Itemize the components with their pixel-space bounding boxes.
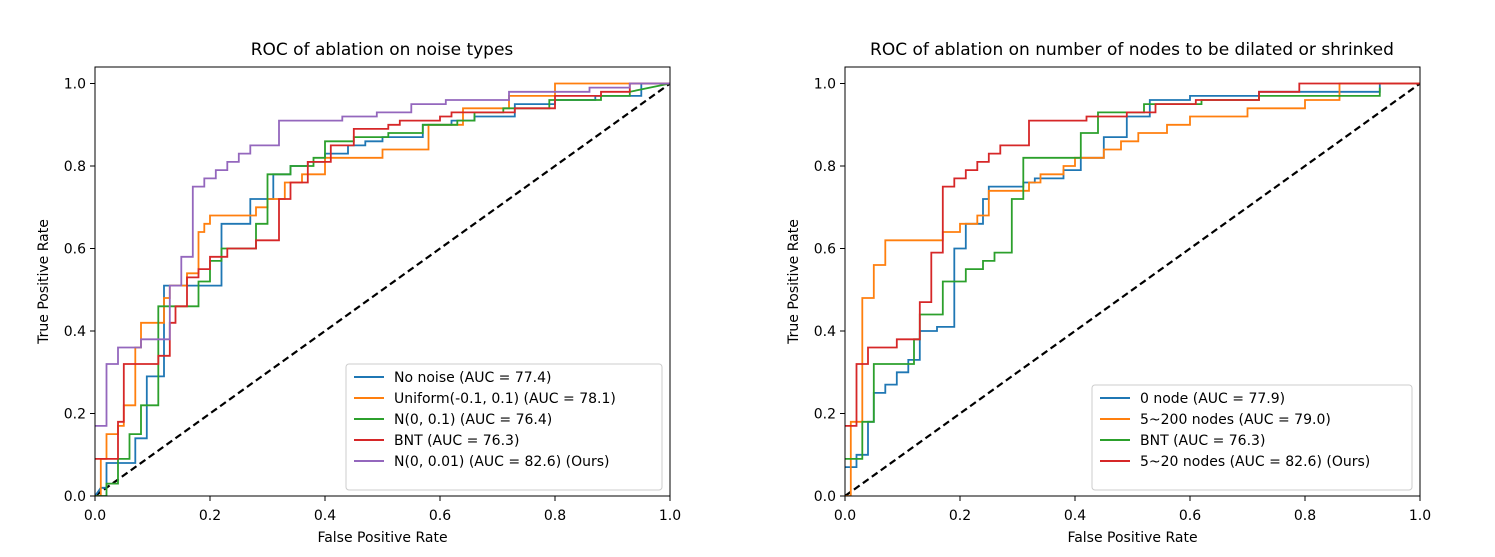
x-tick-label: 0.0 xyxy=(84,508,106,524)
x-axis-label: False Positive Rate xyxy=(317,530,447,546)
y-tick-label: 1.0 xyxy=(64,77,86,93)
chart-panel-1: ROC of ablation on noise types 0.0 0.2 0.4 0… xyxy=(36,40,681,546)
x-tick-label: 0.2 xyxy=(199,508,221,524)
legend-label-2: 5~200 nodes (AUC = 79.0) xyxy=(1140,412,1331,428)
legend-box xyxy=(1091,384,1413,491)
roc-line-series-3 xyxy=(95,82,670,496)
x-tick-label: 0.8 xyxy=(544,508,566,524)
y-tick-label: 0.0 xyxy=(814,489,836,505)
roc-line-series-3 xyxy=(845,87,1381,460)
x-tick-label: 1.0 xyxy=(659,508,681,524)
y-axis-label: True Positive Rate xyxy=(36,219,52,345)
x-tick-label: 0.6 xyxy=(1179,508,1201,524)
y-tick-label: 0.6 xyxy=(814,242,836,258)
y-tick-label: 0.0 xyxy=(64,489,86,505)
y-tick-label: 0.8 xyxy=(814,159,836,175)
chart-title: ROC of ablation on noise types xyxy=(251,40,514,60)
y-axis-label: True Positive Rate xyxy=(786,219,802,345)
roc-line-series-4 xyxy=(95,82,670,460)
x-tick-label: 0.4 xyxy=(1064,508,1086,524)
y-tick-label: 0.2 xyxy=(814,407,836,423)
legend-label-5: N(0, 0.01) (AUC = 82.6) (Ours) xyxy=(394,454,609,470)
x-tick-label: 0.6 xyxy=(429,508,451,524)
y-tick-label: 0.4 xyxy=(814,324,836,340)
diagonal-reference-line xyxy=(845,82,1420,496)
legend-label-2: Uniform(-0.1, 0.1) (AUC = 78.1) xyxy=(394,391,616,407)
roc-line-series-4 xyxy=(845,82,1420,427)
axes-frame xyxy=(844,66,1421,497)
diagonal-reference-line xyxy=(95,82,670,496)
legend-label-1: 0 node (AUC = 77.9) xyxy=(1140,391,1285,407)
legend-label-3: N(0, 0.1) (AUC = 76.4) xyxy=(394,412,552,428)
legend-label-4: 5~20 nodes (AUC = 82.6) (Ours) xyxy=(1140,454,1370,470)
legend-label-4: BNT (AUC = 76.3) xyxy=(394,433,519,449)
x-tick-label: 0.2 xyxy=(949,508,971,524)
chart-title: ROC of ablation on number of nodes to be… xyxy=(870,40,1394,60)
roc-line-series-2 xyxy=(845,82,1420,496)
legend-label-1: No noise (AUC = 77.4) xyxy=(394,370,552,386)
y-tick-label: 0.6 xyxy=(64,242,86,258)
roc-line-series-5 xyxy=(95,82,670,427)
legend: 0 node (AUC = 77.9) 5~200 nodes (AUC = 79… xyxy=(1091,384,1413,491)
x-tick-label: 0.8 xyxy=(1294,508,1316,524)
chart-panel-2: ROC of ablation on number of nodes to be… xyxy=(786,40,1431,546)
x-tick-label: 1.0 xyxy=(1409,508,1431,524)
x-axis-label: False Positive Rate xyxy=(1067,530,1197,546)
y-tick-label: 0.2 xyxy=(64,407,86,423)
legend-box xyxy=(345,363,663,491)
x-tick-label: 0.0 xyxy=(834,508,856,524)
legend-label-3: BNT (AUC = 76.3) xyxy=(1140,433,1265,449)
axes-frame xyxy=(94,66,671,497)
legend: No noise (AUC = 77.4) Uniform(-0.1, 0.1) … xyxy=(345,363,663,491)
y-tick-label: 0.8 xyxy=(64,159,86,175)
y-tick-label: 1.0 xyxy=(814,77,836,93)
y-tick-label: 0.4 xyxy=(64,324,86,340)
x-tick-label: 0.4 xyxy=(314,508,336,524)
